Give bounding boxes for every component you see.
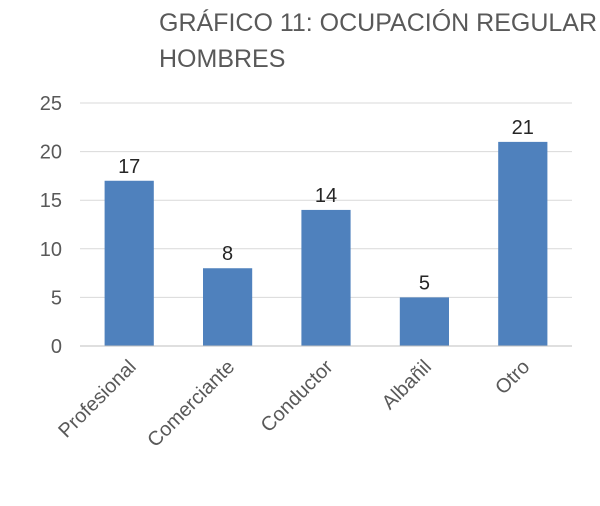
data-label-conductor: 14 — [315, 185, 337, 207]
x-tick-label-otro: Otro — [491, 356, 534, 399]
bars — [104, 141, 548, 346]
bar-comerciante — [203, 268, 253, 346]
data-label-profesional: 17 — [118, 156, 140, 178]
bar-conductor — [301, 209, 351, 346]
x-tick-label-conductor: Conductor — [257, 356, 338, 437]
y-tick-label-0: 0 — [51, 336, 62, 358]
x-axis-ticks: Profesional Comerciante Conductor Albañil Ot… — [54, 356, 534, 452]
data-label-albanil: 5 — [419, 272, 430, 294]
data-label-comerciante: 8 — [222, 243, 233, 265]
x-tick-label-albanil: Albañil — [378, 356, 436, 414]
bar-albanil — [399, 297, 449, 346]
bar-otro — [498, 141, 548, 346]
data-labels: 17 8 14 5 21 — [118, 117, 534, 295]
gridlines — [80, 102, 572, 298]
y-tick-label-20: 20 — [40, 142, 62, 164]
data-label-otro: 21 — [512, 117, 534, 139]
chart-title-line-1: GRÁFICO 11: OCUPACIÓN REGULAR — [159, 8, 597, 37]
chart-title-line-2: HOMBRES — [159, 45, 285, 73]
y-axis-ticks: 0 5 10 15 20 25 — [40, 93, 62, 358]
y-tick-label-25: 25 — [40, 93, 62, 115]
x-tick-label-comerciante: Comerciante — [143, 356, 239, 452]
x-tick-label-profesional: Profesional — [54, 356, 140, 442]
y-tick-label-15: 15 — [40, 190, 62, 212]
bar-profesional — [104, 180, 154, 346]
y-tick-label-10: 10 — [40, 239, 62, 261]
y-tick-label-5: 5 — [51, 287, 62, 309]
